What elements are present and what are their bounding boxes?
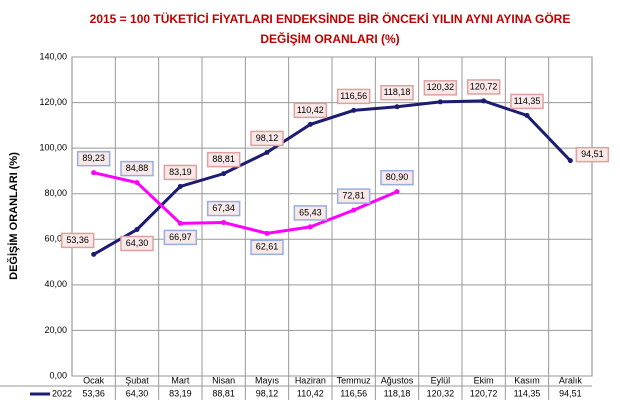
- table-value: 88,81: [212, 388, 235, 398]
- data-label: 62,61: [256, 242, 279, 252]
- y-tick-label: 40,00: [44, 279, 67, 289]
- x-tick-label: Kasım: [514, 375, 540, 385]
- data-label: 114,35: [514, 96, 541, 106]
- y-axis-label: DEĞİŞİM ORANLARI (%): [7, 152, 20, 280]
- x-tick-label: Eylül: [431, 375, 451, 385]
- point: [307, 121, 313, 127]
- table-value: 118,18: [384, 388, 411, 398]
- data-label: 65,43: [299, 207, 322, 217]
- label-box: [120, 160, 154, 177]
- chart-title: 2015 = 100 TÜKETİCİ FİYATLARI ENDEKSİNDE…: [90, 11, 571, 26]
- label-box: [250, 239, 284, 256]
- label-box: [336, 88, 371, 105]
- data-label: 89,23: [82, 153, 105, 163]
- point: [394, 189, 400, 195]
- label-box: [293, 205, 328, 221]
- label-box: [163, 164, 198, 181]
- data-label: 80,90: [386, 172, 409, 182]
- y-tick-label: 100,00: [39, 143, 67, 153]
- point: [91, 251, 97, 257]
- point: [351, 207, 357, 213]
- label-box: [293, 102, 328, 119]
- label-box: [206, 200, 241, 217]
- x-tick-label: Aralık: [559, 375, 583, 385]
- y-tick-label: 20,00: [44, 325, 67, 335]
- point: [481, 98, 487, 104]
- data-label: 66,97: [169, 232, 192, 242]
- x-tick-label: Şubat: [125, 375, 149, 385]
- y-tick-label: 60,00: [44, 234, 67, 244]
- point: [221, 171, 227, 177]
- x-tick-label: Mart: [171, 375, 189, 385]
- label-box: [510, 93, 544, 110]
- table-value: 110,42: [297, 388, 324, 398]
- table-value: 120,32: [427, 388, 455, 398]
- table-value: 83,19: [169, 388, 192, 398]
- point: [264, 230, 270, 236]
- point: [221, 220, 227, 226]
- data-label: 64,30: [126, 238, 149, 248]
- label-box: [120, 235, 154, 252]
- label-box: [206, 151, 241, 168]
- label-box: [336, 188, 371, 204]
- label-box: [380, 84, 414, 101]
- point: [134, 180, 140, 186]
- label-box: [575, 146, 610, 163]
- point: [264, 149, 270, 155]
- table-value: 116,56: [340, 388, 367, 398]
- data-label: 116,56: [340, 91, 367, 101]
- label-box: [466, 79, 501, 95]
- data-label: 84,88: [126, 163, 149, 173]
- data-label: 88,81: [212, 154, 235, 164]
- chart-subtitle: DEĞİŞİM ORANLARI (%): [260, 31, 399, 46]
- point: [134, 226, 140, 232]
- data-label: 120,72: [470, 81, 498, 91]
- y-tick-label: 0,00: [49, 370, 67, 380]
- x-tick-label: Haziran: [295, 375, 326, 385]
- y-tick-label: 140,00: [39, 51, 67, 61]
- data-label: 118,18: [384, 87, 411, 97]
- data-label: 72,81: [342, 190, 365, 200]
- data-label: 67,34: [212, 203, 235, 213]
- data-label: 98,12: [256, 133, 279, 143]
- label-box: [163, 229, 198, 246]
- point: [91, 170, 97, 176]
- data-label: 94,51: [581, 149, 604, 159]
- x-tick-label: Ağustos: [381, 375, 414, 385]
- point: [524, 112, 530, 118]
- table-value: 94,51: [559, 388, 582, 398]
- point: [394, 104, 400, 110]
- data-label: 83,19: [169, 167, 192, 177]
- legend-label: 2022: [52, 388, 72, 398]
- point: [351, 107, 357, 113]
- table-value: 120,72: [470, 388, 498, 398]
- point: [177, 220, 183, 226]
- data-label: 110,42: [297, 105, 324, 115]
- x-tick-label: Temmuz: [337, 375, 372, 385]
- x-tick-label: Mayıs: [255, 375, 280, 385]
- x-tick-label: Nisan: [212, 375, 235, 385]
- point: [177, 183, 183, 189]
- table-value: 98,12: [256, 388, 279, 398]
- x-tick-label: Ekim: [474, 375, 494, 385]
- table-value: 53,36: [82, 388, 105, 398]
- data-label: 53,36: [66, 235, 89, 245]
- y-tick-label: 80,00: [44, 188, 67, 198]
- label-box: [250, 130, 284, 147]
- table-value: 114,35: [514, 388, 541, 398]
- x-tick-label: Ocak: [83, 375, 105, 385]
- point: [567, 158, 573, 164]
- point: [437, 99, 443, 105]
- y-tick-label: 120,00: [39, 97, 67, 107]
- table-value: 64,30: [126, 388, 149, 398]
- data-label: 120,32: [427, 82, 455, 92]
- label-box: [60, 232, 95, 249]
- label-box: [380, 169, 414, 186]
- label-box: [76, 150, 111, 167]
- point: [307, 224, 313, 230]
- label-box: [423, 80, 458, 96]
- series-line: [92, 99, 572, 256]
- series-line: [93, 171, 398, 235]
